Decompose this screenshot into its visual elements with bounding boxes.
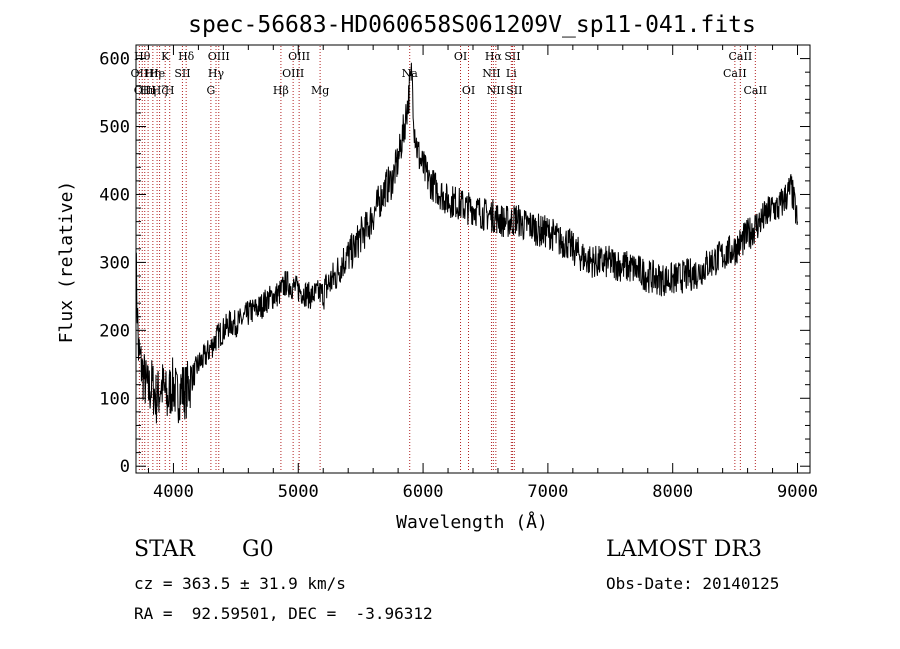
line-marker-label: K — [161, 50, 170, 63]
line-marker-label: OIII — [134, 84, 156, 97]
line-marker-label: OIII — [208, 50, 230, 63]
axis-layer: 4000 5000 6000 7000 8000 9000 0 100 200 300 400 500… — [99, 45, 818, 502]
y-tick-label: 600 — [99, 50, 130, 70]
line-marker-label: Hζ — [152, 84, 168, 97]
y-tick-label: 0 — [120, 457, 130, 477]
line-marker-label: CaII — [723, 67, 747, 80]
x-tick-label: 7000 — [527, 482, 568, 502]
y-tick-label: 400 — [99, 185, 130, 205]
line-marker-label: Hα — [485, 50, 503, 63]
y-tick-label: 300 — [99, 253, 130, 273]
line-marker-label: NII — [482, 67, 500, 80]
observation-date: Obs-Date: 20140125 — [606, 574, 780, 593]
x-tick-label: 6000 — [403, 482, 444, 502]
line-marker-label: OIII — [282, 67, 304, 80]
line-marker-label: OI — [462, 84, 475, 97]
line-marker-label: H — [165, 84, 175, 97]
line-marker-label: NII — [487, 84, 505, 97]
x-tick-label: 5000 — [278, 482, 319, 502]
line-marker-label: Li — [506, 67, 517, 80]
line-marker-label: SII — [174, 67, 190, 80]
line-marker-label: Hδ — [178, 50, 195, 63]
redshift-cz: cz = 363.5 ± 31.9 km/s — [134, 574, 346, 593]
line-marker-label: OIII — [288, 50, 310, 63]
x-tick-label: 8000 — [652, 482, 693, 502]
line-marker-label: OI — [454, 50, 467, 63]
y-tick-label: 100 — [99, 389, 130, 409]
line-marker-label: Hη — [140, 84, 156, 97]
line-marker-label: OII — [131, 67, 149, 80]
series-layer — [135, 62, 798, 424]
plot-frame — [135, 44, 811, 474]
line-marker-label: Hβ — [273, 84, 289, 97]
line-marker-label: Hγ — [208, 67, 225, 80]
line-marker-label: Hθ — [134, 50, 151, 63]
y-tick-label: 500 — [99, 118, 130, 138]
line-marker-label: SII — [506, 84, 522, 97]
line-marker-label: CaII — [729, 50, 753, 63]
y-tick-label: 200 — [99, 321, 130, 341]
spectral-subclass: G0 — [242, 537, 274, 562]
line-marker-label: G — [206, 84, 215, 97]
survey-label: LAMOST DR3 — [606, 537, 762, 562]
x-tick-label: 9000 — [777, 482, 818, 502]
object-class: STAR — [134, 537, 195, 562]
line-marker-label: Mg — [311, 84, 329, 97]
line-marker-label: He — [149, 67, 165, 80]
line-marker-label: SII — [504, 50, 520, 63]
chart-title: spec-56683-HD060658S061209V_sp11-041.fit… — [188, 12, 756, 38]
x-tick-label: 4000 — [153, 482, 194, 502]
sky-coordinates: RA = 92.59501, DEC = -3.96312 — [134, 604, 433, 623]
y-axis-title: Flux (relative) — [56, 181, 77, 344]
x-axis-title: Wavelength (Å) — [396, 511, 548, 533]
line-marker-label: CaII — [743, 84, 767, 97]
spectrum-chart: spec-56683-HD060658S061209V_sp11-041.fit… — [56, 12, 818, 533]
line-marker-layer: OIIHθOIIIHηHηHeHζKHSIIHδGHγOIIIHβOIIIOII… — [131, 46, 767, 472]
spectrum-series-line — [135, 62, 798, 424]
